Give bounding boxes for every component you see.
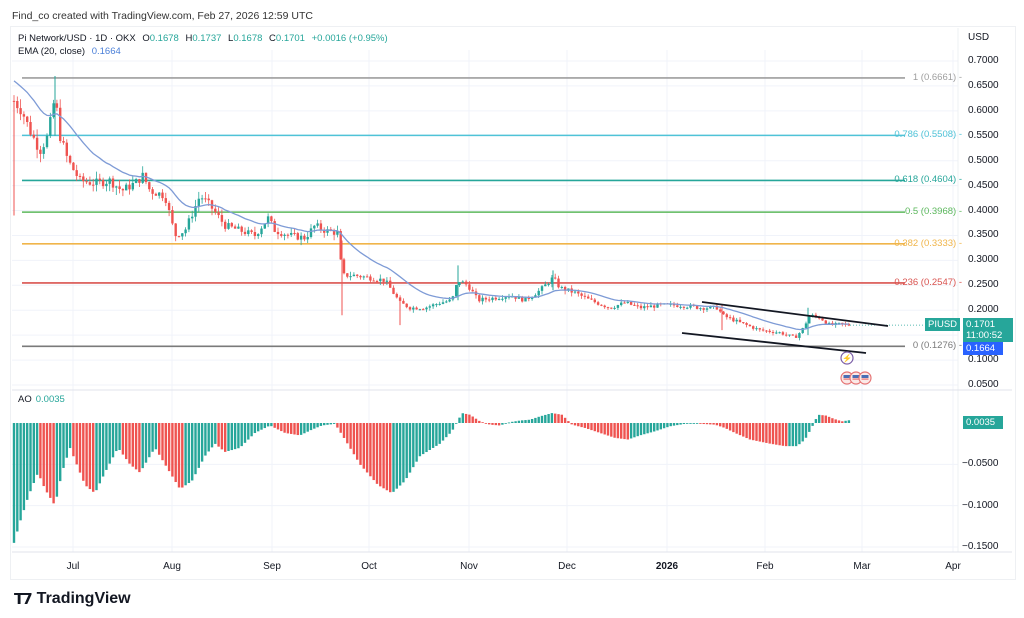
- price-tick: 0.7000: [968, 55, 999, 66]
- price-tick: 0.2000: [968, 304, 999, 316]
- price-tick: 0.3500: [968, 229, 999, 241]
- high-value: 0.1737: [192, 33, 222, 44]
- fib-label-1: 0.786 (0.5508) -: [894, 129, 962, 141]
- ema-price-tag: 0.1664: [963, 342, 1003, 355]
- ema-value: 0.1664: [91, 46, 121, 57]
- price-tick: 0.5000: [968, 154, 999, 166]
- price-tick: 0.2500: [968, 279, 999, 291]
- ao-value: 0.0035: [35, 394, 65, 405]
- price-tick: 0.6500: [968, 79, 999, 91]
- price-tick: 0.3000: [968, 254, 999, 266]
- fib-label-5: 0.236 (0.2547) -: [894, 276, 962, 288]
- last-price-tag: 0.1701 11:00:52: [963, 318, 1013, 342]
- open-value: 0.1678: [149, 33, 179, 44]
- ao-legend: AO 0.0035: [18, 394, 65, 405]
- close-label: C: [269, 33, 276, 44]
- ao-tick: −0.1500: [962, 541, 999, 552]
- tradingview-wordmark: TradingView: [36, 590, 131, 607]
- last-price: 0.1701: [966, 319, 996, 330]
- time-tick: 2026: [655, 561, 679, 572]
- high-label: H: [185, 33, 193, 44]
- fib-label-2: 0.618 (0.4604) -: [894, 174, 962, 186]
- price-tick: 0.1000: [968, 354, 999, 366]
- fib-label-4: 0.382 (0.3333) -: [894, 237, 962, 249]
- ao-tick: −0.1000: [962, 499, 999, 511]
- tradingview-logo[interactable]: 𝗧𝟳 TradingView: [14, 590, 131, 608]
- main-legend: Pi Network/USD · 1D · OKX O0.1678 H0.173…: [18, 32, 388, 58]
- price-tick: 0.0500: [968, 379, 999, 390]
- ao-value-tag: 0.0035: [963, 416, 1003, 429]
- bar-countdown: 11:00:52: [966, 330, 1003, 341]
- time-tick: Nov: [460, 561, 478, 572]
- time-tick: Oct: [361, 561, 377, 572]
- ao-tick: −0.0500: [962, 458, 999, 470]
- time-tick: Mar: [853, 561, 871, 572]
- symbol-price-tag: PIUSD: [925, 318, 961, 331]
- price-tick: 0.4000: [968, 204, 999, 216]
- open-label: O: [142, 33, 150, 44]
- time-tick: Aug: [163, 561, 181, 572]
- svg-text:⚡: ⚡: [842, 353, 852, 363]
- change-value: +0.0016 (+0.95%): [311, 33, 388, 44]
- fib-label-0: 1 (0.6661) -: [912, 71, 962, 83]
- currency-label[interactable]: USD: [968, 32, 990, 43]
- fib-label-6: 0 (0.1276) -: [912, 340, 962, 352]
- chart-credit: Find_co created with TradingView.com, Fe…: [12, 10, 313, 22]
- tradingview-mark-icon: 𝗧𝟳: [14, 591, 33, 608]
- symbol-title[interactable]: Pi Network/USD · 1D · OKX: [18, 33, 136, 44]
- price-tick: 0.6000: [968, 104, 999, 116]
- time-tick: Sep: [263, 561, 281, 572]
- time-tick: Jul: [66, 561, 80, 572]
- price-tick: 0.5500: [968, 129, 999, 141]
- chart-frame: [10, 26, 1016, 580]
- low-value: 0.1678: [233, 33, 263, 44]
- price-tick: 0.4500: [968, 179, 999, 191]
- time-tick: Apr: [945, 561, 961, 572]
- lightning-event-icon[interactable]: [840, 351, 854, 365]
- ao-label[interactable]: AO: [18, 394, 32, 405]
- time-tick: Feb: [756, 561, 774, 572]
- time-tick: Dec: [558, 561, 576, 572]
- close-value: 0.1701: [275, 33, 305, 44]
- low-label: L: [228, 33, 234, 44]
- ema-label[interactable]: EMA (20, close): [18, 46, 86, 57]
- fib-label-3: 0.5 (0.3968) -: [904, 206, 962, 218]
